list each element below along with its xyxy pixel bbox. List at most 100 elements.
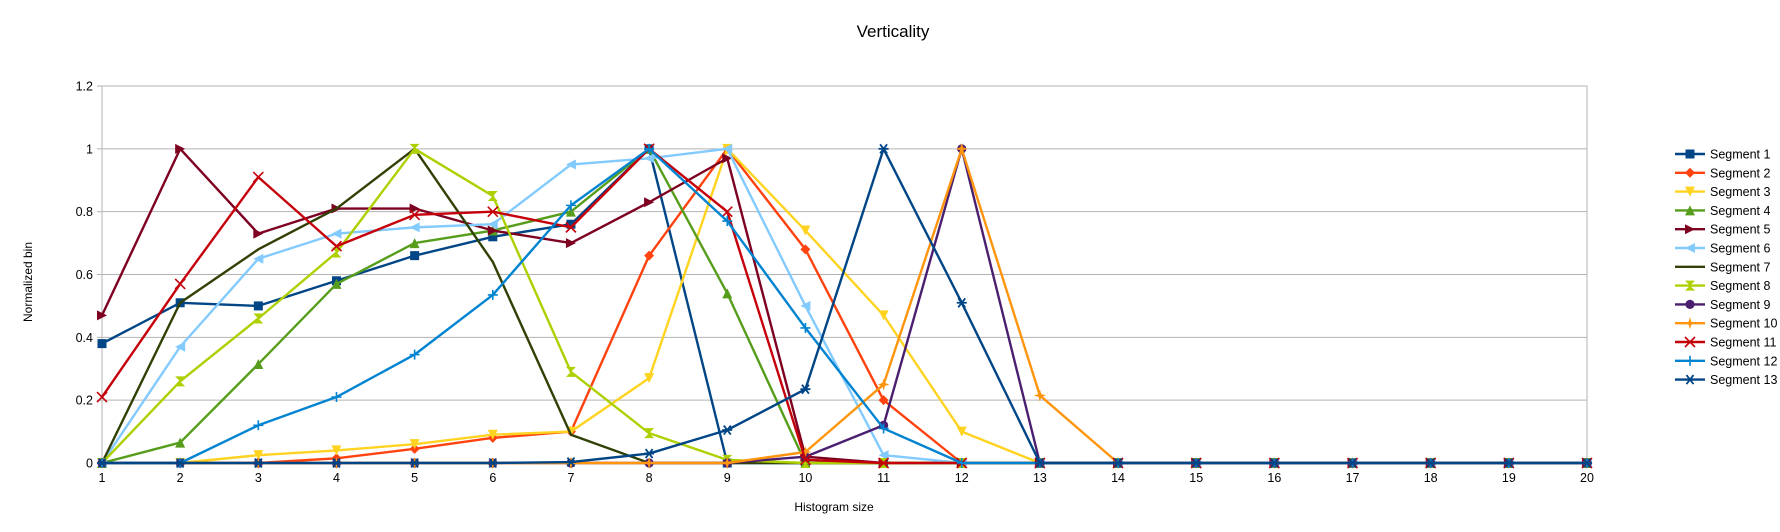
x-tick-label-16: 17 [1346,471,1360,485]
series-1-point-5 [410,251,420,261]
series-10-point-10 [799,446,812,458]
series-6-point-6 [487,219,498,230]
legend-item-1: Segment 1 [1675,148,1771,162]
series-6-point-3 [253,253,264,264]
x-tick-label-15: 16 [1267,471,1281,485]
series-13-point-13 [1034,457,1045,469]
series-line-10 [102,147,1587,465]
series-13 [97,143,1592,469]
y-tick-label-4: 0.8 [76,205,93,219]
x-tick-label-13: 14 [1111,471,1125,485]
y-axis-ticks: 0 0.2 0.4 0.6 0.8 1 1.2 [76,80,102,471]
series-11-point-3 [252,171,264,183]
series-13-point-20 [1582,457,1592,469]
series-11-point-7 [565,221,577,233]
legend-label-11: Segment 11 [1710,336,1777,350]
series-1-point-7 [566,219,576,229]
series-7-point-6 [487,256,498,267]
series-line-6 [101,147,1587,465]
series-13-point-15 [1191,457,1202,469]
series-3-point-6 [487,429,498,440]
series-line-5 [100,147,1587,465]
series-5-point-2 [175,143,186,154]
x-tick-label-0: 1 [99,471,106,485]
series-8-point-6 [487,190,498,201]
series-3-point-3 [253,450,264,461]
series-13-point-16 [1269,457,1280,469]
legend-label-2: Segment 2 [1710,166,1771,180]
legend-swatch-marker-9 [1685,299,1695,309]
series-10 [96,142,1593,469]
x-tick-label-12: 13 [1033,471,1047,485]
series-3-point-4 [331,445,342,456]
series-4-point-9 [722,288,733,299]
legend-item-5: Segment 5 [1675,223,1771,237]
series-4-point-3 [253,359,264,370]
series-7-point-3 [253,244,264,255]
series-6-point-5 [409,222,420,233]
series-10-point-8 [643,457,656,469]
x-tick-label-17: 18 [1424,471,1438,485]
series-13-point-6 [487,457,498,469]
series-5-point-8 [644,197,655,208]
series-line-3 [102,147,1587,465]
series-5-point-5 [409,203,420,214]
x-tick-label-19: 20 [1580,471,1594,485]
series-8-point-5 [409,143,420,154]
series-line-9 [102,147,1587,465]
series-8-point-4 [331,247,342,258]
series-13-point-3 [253,457,264,469]
series-11-point-10 [799,454,811,466]
series-6-point-7 [565,159,576,170]
legend-label-4: Segment 4 [1710,204,1771,218]
series-11-point-4 [330,240,343,252]
series-8-point-2 [175,376,186,387]
series-6-point-2 [175,341,186,352]
x-tick-label-11: 12 [955,471,969,485]
series-10-point-9 [721,457,734,469]
series-7-point-7 [565,429,576,440]
y-axis-title: Normalized bin [21,242,35,322]
series-11-point-6 [487,206,499,218]
legend-item-13: Segment 13 [1675,373,1777,387]
series-2-point-10 [800,244,811,255]
legend-label-5: Segment 5 [1710,223,1771,237]
series-line-1 [101,147,1587,465]
series-3-point-11 [878,310,889,321]
legend-label-9: Segment 9 [1710,298,1771,312]
series-13-point-9 [722,424,733,436]
series-5-point-3 [253,228,264,239]
legend-item-10: Segment 10 [1675,317,1777,331]
legend-item-12: Segment 12 [1675,354,1777,368]
series-line-2 [102,147,1587,465]
series-7-point-4 [331,203,342,214]
legend-item-6: Segment 6 [1675,242,1771,256]
series-8-point-8 [644,428,655,439]
x-tick-label-7: 8 [646,471,653,485]
legend-item-9: Segment 9 [1675,298,1771,312]
series-8-point-3 [253,313,264,324]
series-12-point-5 [409,349,420,360]
legend-swatch-marker-4 [1685,205,1695,216]
series-layer [96,142,1593,469]
series-11-point-5 [409,209,421,221]
chart-title: Verticality [857,22,930,41]
x-tick-label-1: 2 [177,471,184,485]
y-tick-label-0: 0 [86,457,93,471]
series-1-point-6 [488,232,498,242]
series-13-point-12 [956,297,967,308]
y-tick-label-3: 0.6 [76,268,93,282]
series-12-point-6 [487,289,498,300]
series-13-point-17 [1347,457,1358,469]
x-tick-label-5: 6 [489,471,496,485]
series-13-point-8 [644,448,655,459]
legend-swatch-marker-11 [1684,336,1696,348]
series-6-point-4 [331,228,342,239]
series-5-point-1 [97,310,107,321]
series-4-point-2 [175,437,186,448]
y-tick-label-2: 0.4 [76,331,93,345]
legend-swatch-marker-8 [1685,280,1695,291]
series-13-point-10 [800,384,811,395]
series-5-point-6 [487,225,498,236]
legend-swatch-marker-7 [1685,261,1695,272]
